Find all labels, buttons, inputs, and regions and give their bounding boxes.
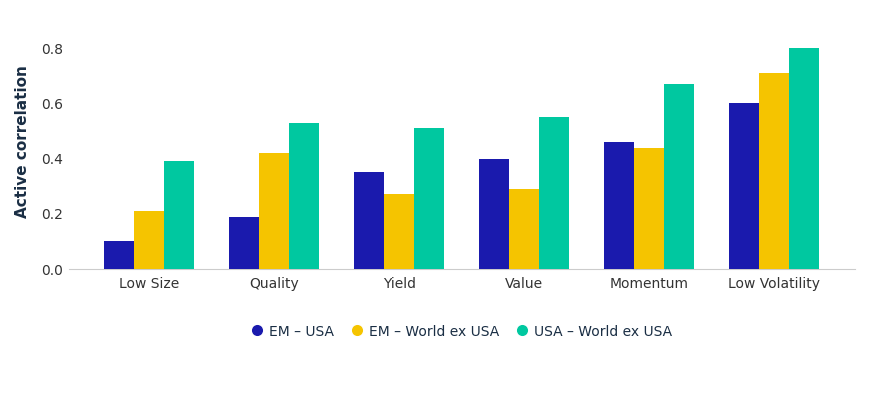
Bar: [259, 153, 289, 269]
Bar: [104, 241, 134, 269]
Bar: [134, 211, 164, 269]
Bar: [788, 48, 819, 269]
Bar: [508, 189, 539, 269]
Bar: [384, 194, 414, 269]
Bar: [604, 142, 634, 269]
Bar: [664, 84, 693, 269]
Bar: [728, 103, 759, 269]
Bar: [289, 123, 319, 269]
Bar: [479, 159, 508, 269]
Y-axis label: Active correlation: Active correlation: [15, 66, 30, 219]
Bar: [634, 148, 664, 269]
Bar: [164, 162, 194, 269]
Bar: [539, 117, 568, 269]
Bar: [414, 128, 444, 269]
Bar: [759, 73, 788, 269]
Bar: [354, 172, 384, 269]
Bar: [229, 217, 259, 269]
Legend: EM – USA, EM – World ex USA, USA – World ex USA: EM – USA, EM – World ex USA, USA – World…: [246, 319, 677, 344]
